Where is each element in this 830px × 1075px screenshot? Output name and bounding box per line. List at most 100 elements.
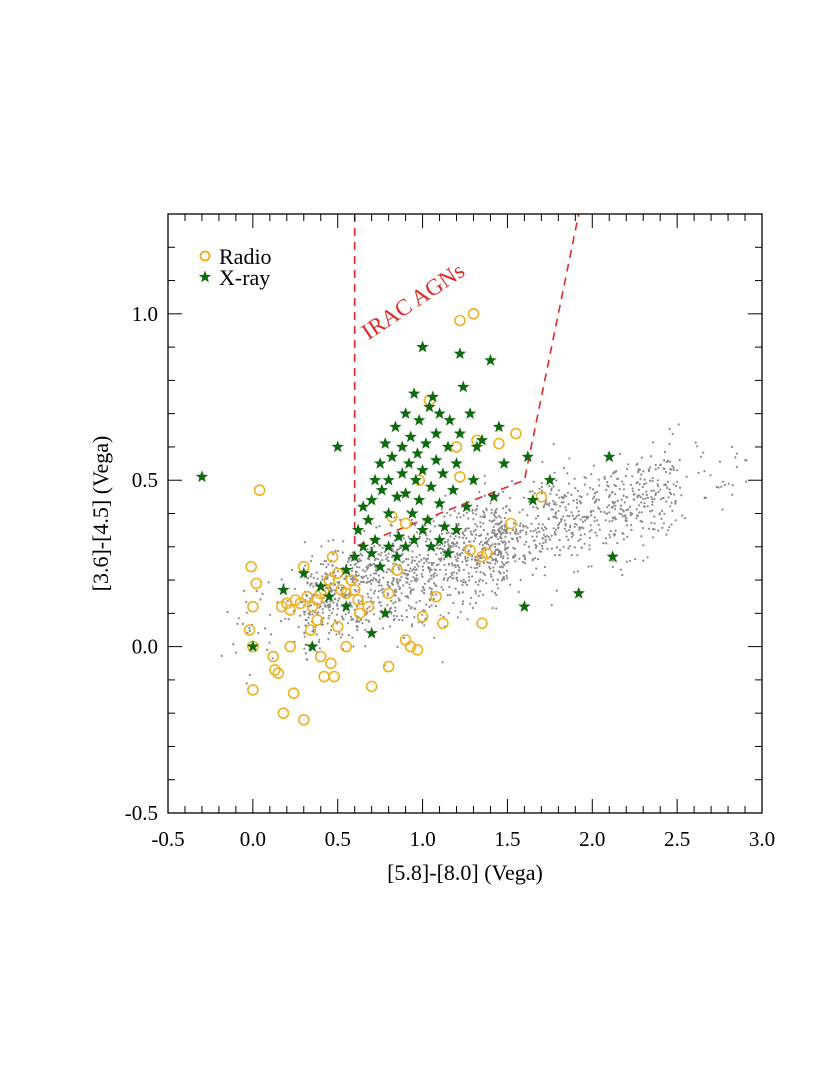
background-source-point — [477, 594, 480, 598]
background-source-point — [635, 481, 638, 485]
xray-source-point — [340, 600, 353, 612]
background-source-point — [656, 479, 659, 482]
background-source-point — [405, 615, 409, 619]
background-source-point — [303, 635, 306, 638]
xray-source-point — [362, 513, 375, 526]
background-source-point — [407, 558, 410, 561]
background-source-point — [565, 495, 568, 498]
background-source-point — [430, 577, 433, 580]
background-source-point — [375, 572, 378, 575]
background-source-point — [392, 614, 396, 617]
background-source-point — [387, 559, 390, 563]
background-source-point — [248, 673, 251, 677]
background-source-point — [368, 580, 371, 583]
background-source-point — [331, 589, 334, 592]
background-source-point — [612, 505, 615, 508]
xray-source-point — [450, 457, 463, 469]
background-source-point — [504, 543, 507, 546]
background-source-point — [446, 579, 449, 582]
x-tick-label: 2.5 — [664, 827, 690, 851]
background-source-point — [319, 562, 322, 566]
background-source-point — [415, 556, 418, 559]
xray-source-point — [426, 390, 439, 403]
background-source-point — [571, 514, 574, 517]
background-source-point — [432, 575, 435, 578]
background-source-point — [345, 593, 348, 597]
background-source-point — [577, 539, 580, 542]
background-source-point — [457, 569, 460, 572]
background-source-point — [623, 501, 626, 504]
background-source-point — [622, 488, 626, 491]
background-source-point — [232, 643, 235, 646]
background-source-point — [541, 537, 544, 540]
background-source-point — [734, 456, 737, 459]
background-source-point — [567, 482, 571, 485]
background-source-point — [562, 515, 565, 518]
background-source-point — [553, 531, 557, 534]
background-source-point — [590, 528, 593, 532]
background-source-point — [490, 520, 493, 523]
background-source-point — [401, 561, 404, 564]
background-source-point — [332, 607, 335, 610]
background-source-point — [365, 618, 368, 621]
background-source-point — [675, 484, 678, 488]
background-source-point — [598, 507, 601, 511]
background-source-point — [504, 541, 507, 544]
background-source-point — [474, 537, 477, 540]
x-tick-label: 0.0 — [240, 827, 266, 851]
background-source-point — [259, 598, 262, 601]
background-source-point — [312, 576, 315, 580]
radio-source-point — [340, 640, 353, 653]
background-source-point — [317, 640, 321, 644]
background-source-point — [619, 507, 622, 510]
background-source-point — [362, 575, 365, 578]
background-source-point — [459, 552, 462, 555]
background-source-point — [531, 490, 534, 493]
background-source-point — [355, 620, 358, 623]
background-source-point — [666, 486, 669, 489]
background-source-point — [421, 569, 425, 572]
background-source-point — [418, 560, 421, 563]
xray-source-point — [543, 473, 557, 486]
background-source-point — [464, 529, 467, 532]
background-source-point — [625, 560, 629, 563]
background-source-point — [685, 475, 688, 478]
background-source-point — [355, 565, 359, 569]
background-source-point — [668, 488, 671, 491]
background-source-point — [531, 535, 534, 538]
xray-source-point — [475, 433, 489, 446]
background-source-point — [330, 611, 333, 615]
background-source-point — [703, 470, 706, 473]
background-source-point — [369, 564, 372, 567]
background-source-point — [644, 497, 647, 500]
background-source-point — [532, 506, 535, 509]
background-source-point — [433, 582, 436, 585]
background-source-point — [332, 538, 335, 542]
background-source-point — [423, 582, 426, 585]
xray-source-point — [433, 407, 446, 419]
background-source-point — [474, 523, 477, 526]
background-source-point — [502, 571, 506, 575]
legend-xray-label: X-ray — [219, 265, 270, 290]
background-source-point — [560, 501, 563, 504]
xray-source-point — [526, 493, 540, 506]
background-source-point — [636, 496, 639, 499]
background-source-point — [329, 572, 332, 575]
background-source-point — [430, 604, 433, 607]
background-source-point — [447, 538, 450, 542]
background-source-point — [327, 563, 330, 566]
background-source-point — [381, 546, 384, 550]
background-source-point — [568, 457, 571, 460]
background-source-point — [465, 537, 468, 540]
background-source-point — [596, 519, 599, 522]
axes-frame: -0.5 0.0 0.5 1.0 1.5 2.0 2.5 3.0 -0.5 0.0 0.5 1.0 — [125, 213, 775, 851]
radio-source-point — [328, 670, 341, 683]
radio-source-point — [404, 640, 417, 653]
background-source-point — [357, 620, 360, 623]
background-source-point — [494, 523, 497, 526]
background-source-point — [431, 563, 434, 567]
background-source-point — [492, 578, 495, 582]
background-source-point — [583, 476, 586, 479]
background-source-point — [312, 585, 315, 588]
background-source-point — [341, 617, 344, 620]
